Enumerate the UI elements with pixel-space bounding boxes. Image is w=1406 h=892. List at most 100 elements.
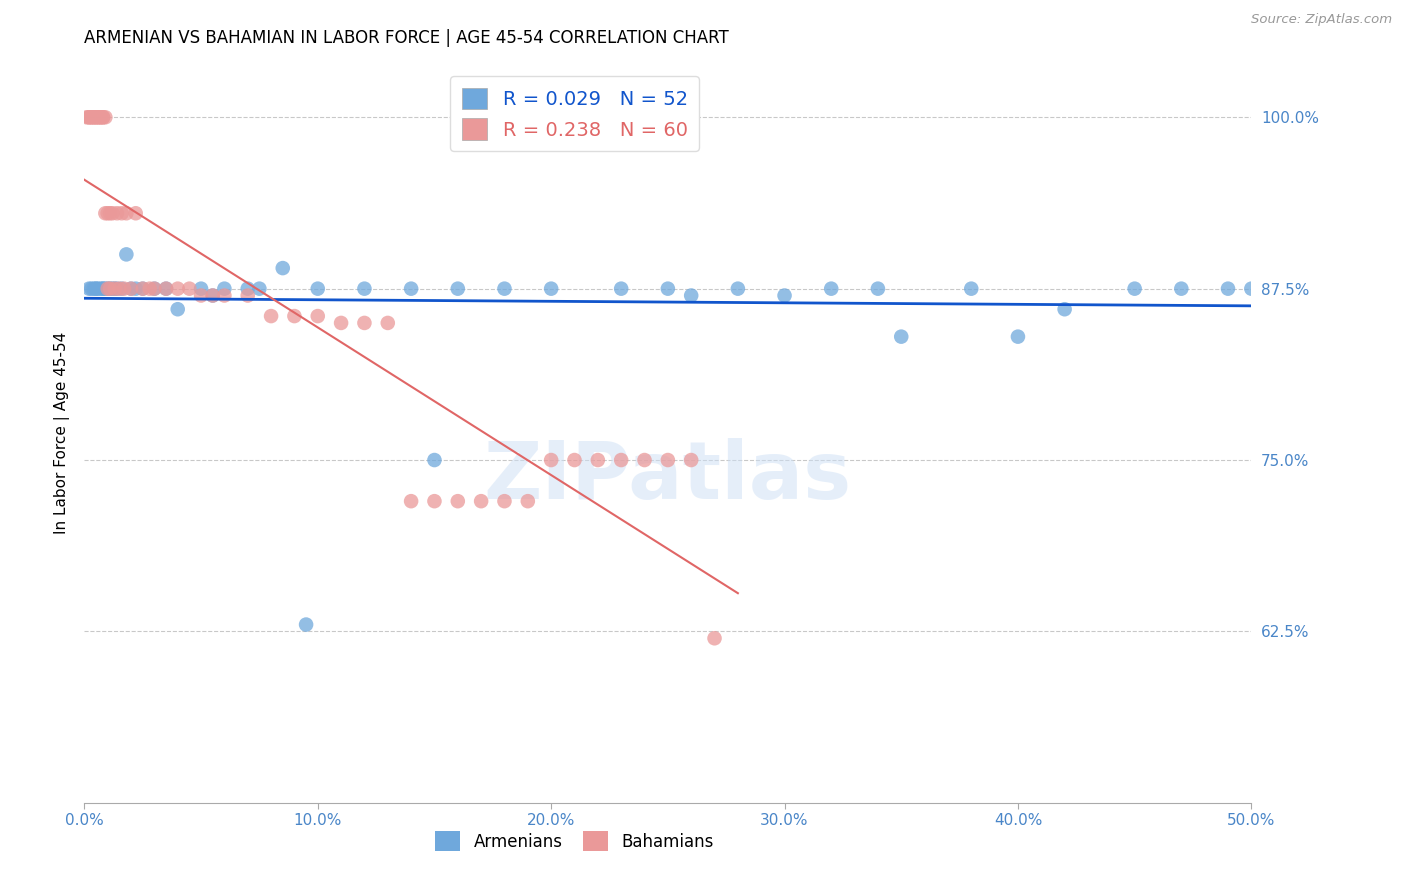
Point <box>201 288 224 302</box>
Text: ARMENIAN VS BAHAMIAN IN LABOR FORCE | AGE 45-54 CORRELATION CHART: ARMENIAN VS BAHAMIAN IN LABOR FORCE | AG… <box>84 29 730 47</box>
Point <box>77 110 100 124</box>
Point <box>633 453 655 467</box>
Point <box>1170 282 1192 296</box>
Point <box>94 206 117 220</box>
Point <box>98 282 121 296</box>
Point <box>84 282 107 296</box>
Point <box>295 617 318 632</box>
Point <box>866 282 889 296</box>
Point <box>87 282 110 296</box>
Point <box>423 453 446 467</box>
Point <box>540 282 562 296</box>
Point <box>125 282 148 296</box>
Point <box>399 282 422 296</box>
Point <box>120 282 142 296</box>
Point <box>610 282 633 296</box>
Point <box>111 206 134 220</box>
Point <box>179 282 201 296</box>
Point <box>98 282 121 296</box>
Legend: Armenians, Bahamians: Armenians, Bahamians <box>429 825 720 857</box>
Point <box>84 282 107 296</box>
Point <box>90 110 112 124</box>
Point <box>91 110 114 124</box>
Point <box>190 288 212 302</box>
Point <box>214 288 236 302</box>
Point <box>166 302 188 317</box>
Point <box>87 110 110 124</box>
Point <box>1240 282 1263 296</box>
Point <box>1053 302 1076 317</box>
Point <box>132 282 155 296</box>
Point <box>115 206 138 220</box>
Point <box>84 110 107 124</box>
Point <box>108 282 131 296</box>
Point <box>115 247 138 261</box>
Point <box>681 453 703 467</box>
Point <box>249 282 271 296</box>
Point <box>423 494 446 508</box>
Point <box>83 110 105 124</box>
Point <box>80 110 103 124</box>
Point <box>564 453 586 467</box>
Point <box>1123 282 1146 296</box>
Point <box>657 453 679 467</box>
Point <box>307 309 329 323</box>
Point <box>773 288 796 302</box>
Point <box>155 282 177 296</box>
Point <box>399 494 422 508</box>
Point <box>143 282 166 296</box>
Point <box>91 282 114 296</box>
Point <box>703 632 725 646</box>
Point <box>76 110 98 124</box>
Point <box>98 206 121 220</box>
Point <box>97 206 120 220</box>
Point <box>1007 329 1029 343</box>
Point <box>610 453 633 467</box>
Point <box>540 453 562 467</box>
Point <box>83 110 105 124</box>
Point <box>447 282 470 296</box>
Point <box>190 282 212 296</box>
Point <box>236 282 259 296</box>
Point <box>516 494 538 508</box>
Point <box>470 494 492 508</box>
Point <box>260 309 283 323</box>
Point <box>90 110 112 124</box>
Point <box>83 282 105 296</box>
Point <box>80 110 103 124</box>
Point <box>657 282 679 296</box>
Point <box>353 282 375 296</box>
Point <box>890 329 912 343</box>
Point <box>166 282 188 296</box>
Point <box>97 282 120 296</box>
Point <box>447 494 470 508</box>
Point <box>111 282 134 296</box>
Point <box>353 316 375 330</box>
Point <box>307 282 329 296</box>
Point <box>104 282 127 296</box>
Point <box>112 282 135 296</box>
Point <box>494 494 516 508</box>
Point <box>283 309 305 323</box>
Point <box>77 282 100 296</box>
Point <box>201 288 224 302</box>
Point <box>143 282 166 296</box>
Point <box>90 282 112 296</box>
Point <box>727 282 749 296</box>
Point <box>84 110 107 124</box>
Point <box>494 282 516 296</box>
Point <box>586 453 609 467</box>
Point <box>820 282 842 296</box>
Point <box>105 206 128 220</box>
Point <box>120 282 142 296</box>
Point <box>97 282 120 296</box>
Point <box>681 288 703 302</box>
Point <box>87 110 110 124</box>
Point <box>94 110 117 124</box>
Point <box>1216 282 1239 296</box>
Point <box>377 316 399 330</box>
Point <box>91 282 114 296</box>
Text: ZIPatlas: ZIPatlas <box>484 438 852 516</box>
Text: Source: ZipAtlas.com: Source: ZipAtlas.com <box>1251 13 1392 27</box>
Point <box>77 110 100 124</box>
